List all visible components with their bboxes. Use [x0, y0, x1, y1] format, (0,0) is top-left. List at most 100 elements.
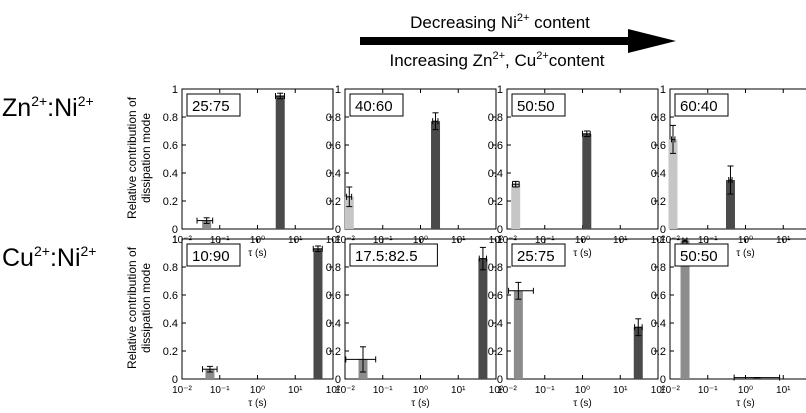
y-tick-label: 0.6: [488, 290, 503, 302]
y-tick-label: 0.6: [163, 140, 178, 152]
y-tick-label: 1: [172, 234, 178, 246]
y-tick-label: 0.2: [326, 196, 341, 208]
bar: [344, 196, 354, 229]
ratio-label: 40:60: [355, 98, 393, 115]
y-tick-label: 0.4: [326, 318, 341, 330]
y-tick-label: 0.8: [163, 262, 178, 274]
bar: [511, 184, 521, 229]
panel-8: 0 0.2 0.4 0.6 0.8 1 10⁻² 10⁻¹ 10⁰ 10¹ 10² τ (s) 50:5…: [651, 234, 806, 409]
ratio-box: [511, 243, 566, 267]
x-axis-label: τ (s): [736, 398, 754, 409]
ratio-box: [511, 93, 566, 117]
bar: [275, 96, 285, 229]
panels: 0 0.2 0.4 0.6 0.8 1 10⁻² 10⁻¹ 10⁰ 10¹ 10² τ (s) 25:7…: [163, 84, 806, 409]
y-tick-label: 1: [660, 234, 666, 246]
ratio-label: 50:50: [517, 98, 555, 115]
y-tick-label: 0: [660, 224, 666, 236]
y-tick-label: 0.4: [651, 168, 666, 180]
bar: [205, 369, 215, 379]
y-tick-label: 1: [497, 84, 503, 96]
y-tick-label: 0.2: [651, 196, 666, 208]
y-tick-label: 0.4: [163, 318, 178, 330]
ratio-box: [186, 243, 241, 267]
y-tick-label: 0.8: [488, 112, 503, 124]
bar: [431, 121, 441, 229]
y-tick-label: 0.4: [163, 168, 178, 180]
x-tick-label: 10⁻²: [172, 385, 192, 396]
svg-text:dissipation mode: dissipation mode: [139, 263, 153, 353]
y-tick-label: 0: [335, 374, 341, 386]
bar: [513, 290, 523, 379]
panel-6: 0 0.2 0.4 0.6 0.8 1 10⁻² 10⁻¹ 10⁰ 10¹ 10² τ (s) 17.5…: [326, 234, 504, 409]
y-tick-label: 1: [660, 84, 666, 96]
x-axis-label: τ (s): [248, 248, 266, 259]
x-tick-label: 10⁰: [250, 385, 265, 396]
x-tick-label: 10⁻¹: [210, 385, 230, 396]
ratio-label: 10:90: [192, 248, 230, 265]
y-tick-label: 0.6: [163, 290, 178, 302]
x-tick-label: 10⁻²: [335, 385, 355, 396]
y-axis-label-top: Relative contribution of dissipation mod…: [125, 96, 153, 219]
y-tick-label: 0.8: [651, 112, 666, 124]
x-tick-label: 10⁰: [738, 385, 753, 396]
y-tick-label: 0: [497, 224, 503, 236]
ratio-box: [349, 93, 404, 117]
svg-text:dissipation mode: dissipation mode: [139, 113, 153, 203]
y-axis-label-bottom: Relative contribution of dissipation mod…: [125, 246, 153, 369]
bar: [202, 220, 212, 229]
y-tick-label: 0.8: [326, 262, 341, 274]
panel-5: 0 0.2 0.4 0.6 0.8 1 10⁻² 10⁻¹ 10⁰ 10¹ 10² τ (s) 10:9…: [163, 234, 341, 409]
y-tick-label: 0.8: [488, 262, 503, 274]
y-tick-label: 0.4: [651, 318, 666, 330]
y-tick-label: 0.2: [163, 346, 178, 358]
ratio-label: 25:75: [517, 248, 555, 265]
x-axis-label: τ (s): [411, 398, 429, 409]
bar: [582, 133, 592, 229]
y-tick-label: 0.2: [488, 196, 503, 208]
x-tick-label: 10⁻¹: [373, 385, 393, 396]
y-tick-label: 0: [172, 224, 178, 236]
y-tick-label: 1: [335, 84, 341, 96]
y-tick-label: 0.4: [326, 168, 341, 180]
x-axis-label: τ (s): [736, 248, 754, 259]
x-tick-label: 10¹: [451, 385, 466, 396]
y-tick-label: 0: [497, 374, 503, 386]
y-tick-label: 1: [335, 234, 341, 246]
ratio-label: 50:50: [680, 248, 718, 265]
x-tick-label: 10¹: [776, 385, 791, 396]
bar: [478, 258, 488, 379]
ratio-label: 60:40: [680, 98, 718, 115]
y-tick-label: 0.6: [326, 290, 341, 302]
y-tick-label: 1: [172, 84, 178, 96]
ratio-box: [674, 243, 729, 267]
x-axis-label: τ (s): [573, 248, 591, 259]
bar: [668, 139, 678, 229]
ratio-box: [349, 243, 438, 267]
y-tick-label: 0.8: [163, 112, 178, 124]
bar: [633, 327, 643, 379]
y-tick-label: 0.2: [651, 346, 666, 358]
header-top-line: Decreasing Ni2+ content: [410, 12, 590, 32]
x-axis-label: τ (s): [573, 398, 591, 409]
y-tick-label: 0.8: [326, 112, 341, 124]
y-tick-label: 0.4: [488, 318, 503, 330]
x-tick-label: 10⁻¹: [535, 385, 555, 396]
header-bottom-line: Increasing Zn2+, Cu2+content: [389, 50, 604, 70]
y-tick-label: 0: [335, 224, 341, 236]
row-label-zn-ni: Zn2+:Ni2+: [2, 93, 94, 122]
panel-7: 0 0.2 0.4 0.6 0.8 1 10⁻² 10⁻¹ 10⁰ 10¹ 10² τ (s) 25:7…: [488, 234, 666, 409]
y-tick-label: 0.4: [488, 168, 503, 180]
x-tick-label: 10⁰: [575, 385, 590, 396]
ratio-label: 25:75: [192, 98, 230, 115]
y-tick-label: 0: [172, 374, 178, 386]
x-axis-label: τ (s): [248, 398, 266, 409]
y-tick-label: 0.6: [651, 140, 666, 152]
x-tick-label: 10¹: [288, 385, 303, 396]
x-tick-label: 10²: [326, 385, 341, 396]
x-tick-label: 10²: [651, 385, 666, 396]
row-label-cu-ni: Cu2+:Ni2+: [2, 243, 96, 272]
y-tick-label: 0.2: [163, 196, 178, 208]
